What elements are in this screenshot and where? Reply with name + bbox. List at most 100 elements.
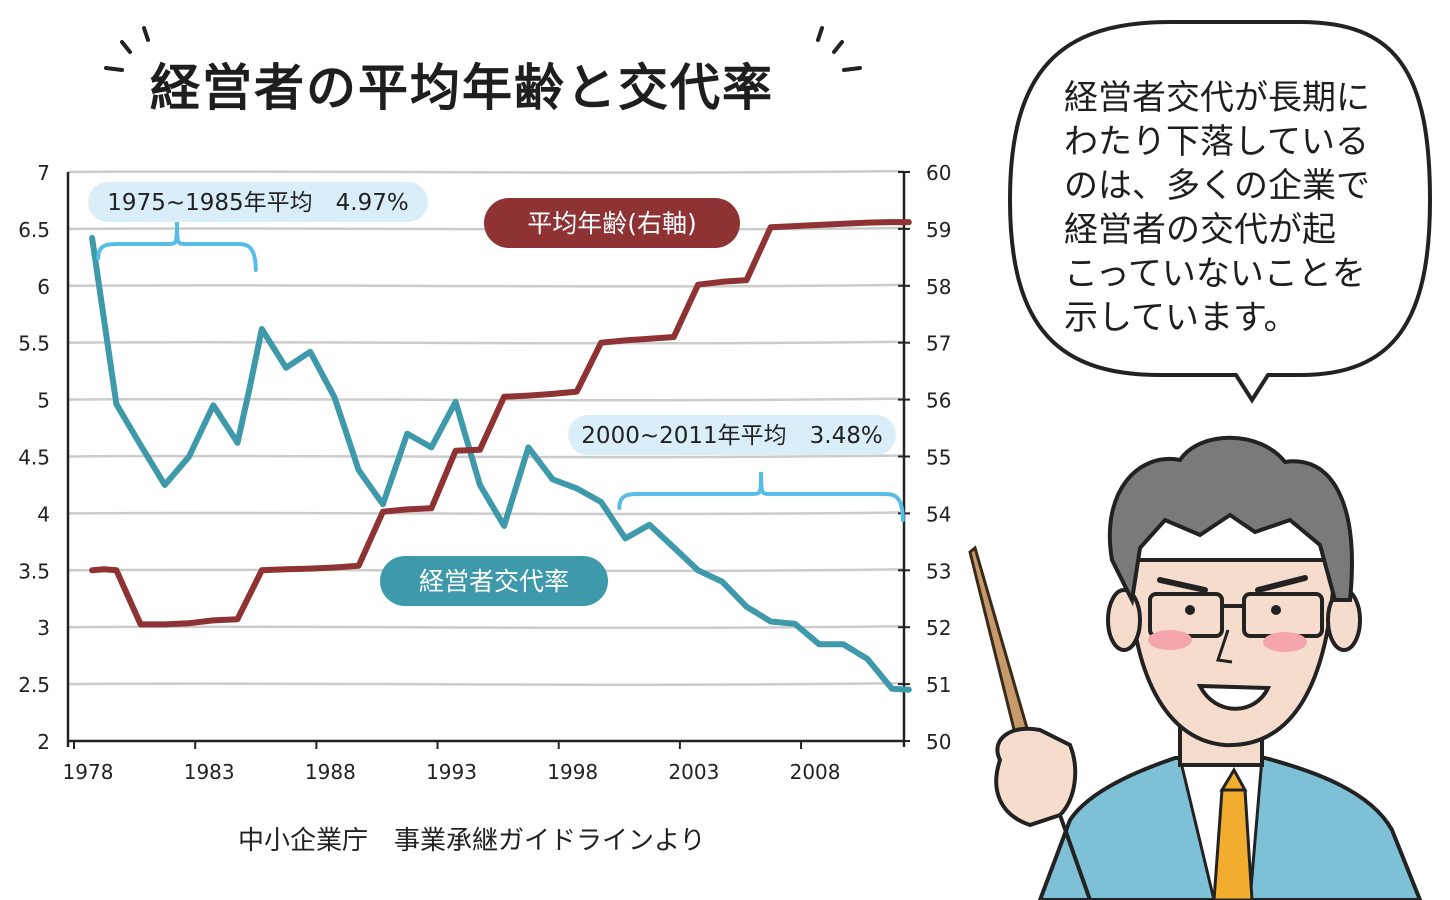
age-data-point [550,391,555,396]
age-data-point [235,617,240,622]
rate-data-point [768,619,773,624]
age-data-point [162,622,167,627]
age-data-point [768,225,773,230]
rate-data-point [247,386,252,391]
age-series-line [89,219,912,628]
rate-data-point [841,642,846,647]
y-right-tick-label: 60 [926,161,951,185]
y-right-tick-label: 54 [926,502,951,526]
rate-series-line [89,235,912,693]
rate-series-label-bg [380,556,608,606]
series-lines [89,219,912,693]
rate-data-point [720,579,725,584]
data-points [90,220,911,692]
age-data-point [574,389,579,394]
y-right-tick-label: 51 [926,673,951,697]
rate-data-point [574,486,579,491]
note-1975-1985-bg [88,182,428,222]
head-icon [1106,435,1362,748]
rate-data-point [187,454,192,459]
rate-data-point [671,545,676,550]
age-data-point [211,618,216,623]
rate-data-point [284,365,288,370]
grid-line [67,681,905,686]
rate-data-point [526,445,531,450]
grid-line [67,283,905,288]
x-tick-label: 1983 [184,760,235,784]
note-2000-2011-brace [617,471,905,522]
speech-bubble [1007,20,1433,404]
y-left-tick-label: 6.5 [18,218,50,242]
age-data-point [114,568,119,573]
y-left-tick-label: 4 [37,502,50,526]
rate-data-point [90,236,95,241]
grid-line [67,511,905,516]
rate-data-point [162,482,167,487]
age-data-point [138,622,143,627]
age-data-point [792,224,797,229]
rate-data-point [817,642,822,647]
age-data-point [906,220,911,225]
axes [66,171,910,749]
rate-data-point [356,468,361,473]
age-data-point [477,447,482,452]
age-data-point [453,448,458,453]
y-right-tick-label: 53 [926,559,951,583]
y-left-tick-label: 7 [37,161,50,185]
rate-data-point [623,536,628,541]
y-left-tick-label: 2 [37,730,50,754]
age-data-point [671,335,676,340]
y-left-tick-label: 4.5 [18,446,50,470]
note-2000-2011-bg [568,415,896,455]
y-right-tick-label: 58 [926,275,951,299]
x-tick-label: 1988 [305,760,356,784]
x-tick-label: 1998 [547,760,598,784]
age-data-point [187,621,192,626]
rate-data-point [550,477,555,482]
rate-data-point [647,522,652,527]
title-sparkle-left-icon [104,26,150,72]
rate-data-point [114,402,119,407]
y-left-tick-label: 5.5 [18,332,50,356]
rate-data-point [889,686,894,691]
age-data-point [865,220,870,225]
rate-data-point [599,500,604,505]
rate-data-point [235,440,240,445]
chart-title: 経営者の平均年齢と交代率 [150,59,774,117]
y-left-tick-label: 2.5 [18,673,50,697]
age-data-point [284,567,288,572]
speech-bubble-text: 経営者交代が長期に わたり下落している のは、多くの企業で 経営者の交代が起 こ… [1064,76,1404,340]
speech-line: 示しています。 [1064,298,1298,338]
note-1975-1985-text: 1975~1985年平均 4.97% [107,190,408,216]
note-1975-1985-brace [96,221,258,272]
age-data-point [841,221,846,226]
hand-icon [994,726,1092,900]
age-data-point [356,563,361,568]
rate-data-point [308,349,313,354]
age-data-point [332,565,337,570]
y-left-tick-label: 3.5 [18,559,50,583]
age-data-point [102,567,107,572]
x-tick-label: 2003 [668,760,719,784]
age-data-point [429,506,434,511]
speech-line: 経営者交代が長期に [1064,78,1370,118]
age-data-point [380,509,385,514]
annotations: 1975~1985年平均 4.97% 2000~2011年平均 3.48% 平均年齢… [88,182,905,606]
rate-data-point [792,621,797,626]
rate-data-point [138,443,143,448]
rate-data-point [502,523,507,528]
suit-icon [1037,756,1423,900]
age-series-label: 平均年齢(右軸) [527,209,697,238]
age-data-point [623,338,628,343]
x-tick-label: 2008 [790,760,841,784]
rate-data-point [259,327,264,332]
rate-data-point [477,482,482,487]
title-sparkle-right-icon [816,26,862,72]
age-data-point [599,340,604,345]
grid-line [67,340,905,345]
age-data-point [308,566,313,571]
rate-data-point [211,403,216,408]
note-2000-2011-text: 2000~2011年平均 3.48% [581,423,882,449]
rate-data-point [380,502,385,507]
